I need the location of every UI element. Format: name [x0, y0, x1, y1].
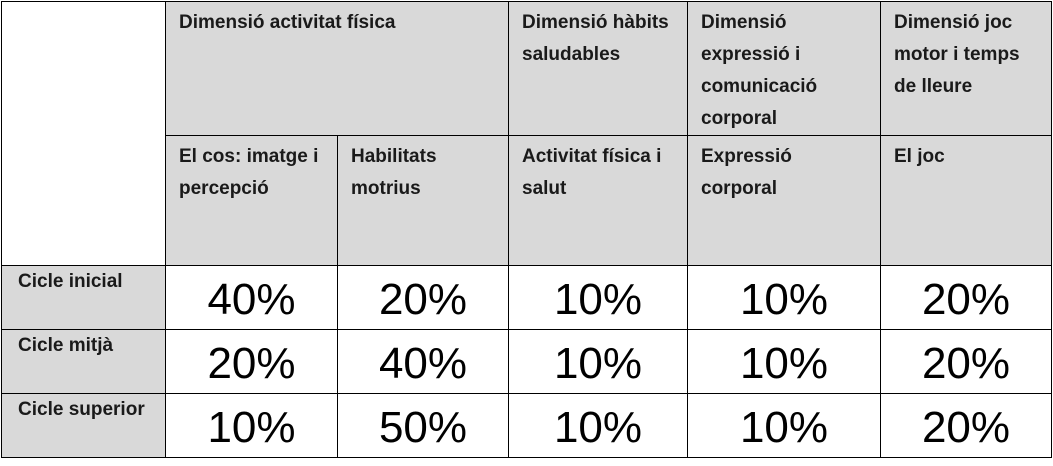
subheader-body-expression: Expressió corporal	[687, 135, 881, 266]
value-cell: 10%	[687, 393, 881, 458]
value-cell: 50%	[337, 393, 509, 458]
row-label-cycle-initial: Cicle inicial	[1, 265, 166, 330]
table-row: Cicle mitjà 20% 40% 10% 10% 20%	[1, 329, 1052, 394]
value-cell: 10%	[687, 329, 881, 394]
value-cell: 20%	[337, 265, 509, 330]
value-cell: 40%	[165, 265, 338, 330]
subheader-motor-skills: Habilitats motrius	[337, 135, 509, 266]
subheader-play: El joc	[880, 135, 1052, 266]
value-cell: 10%	[687, 265, 881, 330]
table-row: Cicle inicial 40% 20% 10% 10% 20%	[1, 265, 1052, 330]
subheader-row: El cos: imatge i percepció Habilitats mo…	[2, 135, 1052, 266]
dimension-header-row: Dimensió activitat física Dimensió hàbit…	[1, 1, 1052, 266]
header-dimension-physical-activity: Dimensió activitat física	[165, 1, 509, 136]
distribution-table: Dimensió activitat física Dimensió hàbit…	[1, 1, 1052, 458]
value-cell: 20%	[880, 329, 1052, 394]
header-dimension-healthy-habits: Dimensió hàbits saludables	[508, 1, 688, 136]
value-cell: 40%	[337, 329, 509, 394]
value-cell: 10%	[508, 265, 688, 330]
table-row: Cicle superior 10% 50% 10% 10% 20%	[1, 393, 1052, 458]
value-cell: 20%	[880, 393, 1052, 458]
value-cell: 10%	[508, 329, 688, 394]
value-cell: 10%	[508, 393, 688, 458]
subheader-activity-health: Activitat física i salut	[508, 135, 688, 266]
header-dimension-motor-play: Dimensió joc motor i temps de lleure	[880, 1, 1052, 136]
value-cell: 20%	[880, 265, 1052, 330]
row-label-cycle-upper: Cicle superior	[1, 393, 166, 458]
value-cell: 20%	[165, 329, 338, 394]
subheader-body-image: El cos: imatge i percepció	[165, 135, 338, 266]
value-cell: 10%	[165, 393, 338, 458]
header-dimension-body-expression: Dimensió expressió i comunicació corpora…	[687, 1, 881, 136]
row-label-cycle-middle: Cicle mitjà	[1, 329, 166, 394]
corner-cell	[1, 1, 166, 266]
